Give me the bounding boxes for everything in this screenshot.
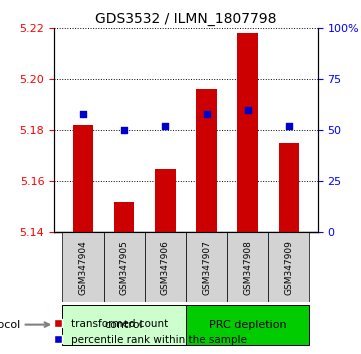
Point [162,123,168,129]
FancyBboxPatch shape [186,232,227,302]
Point [121,127,127,133]
Legend: transformed count, percentile rank within the sample: transformed count, percentile rank withi… [48,315,252,349]
Bar [279,143,299,232]
Text: GSM347906: GSM347906 [161,240,170,295]
Text: GSM347908: GSM347908 [243,240,252,295]
FancyBboxPatch shape [186,304,309,345]
FancyBboxPatch shape [104,232,145,302]
Point [204,111,209,117]
FancyBboxPatch shape [227,232,268,302]
Bar [73,125,93,232]
FancyBboxPatch shape [62,304,186,345]
Bar [196,90,217,232]
Bar [238,33,258,232]
Bar [155,169,175,232]
Text: control: control [105,320,143,330]
Point [80,111,86,117]
Text: GSM347909: GSM347909 [284,240,293,295]
Point [286,123,292,129]
FancyBboxPatch shape [145,232,186,302]
Point [245,107,251,113]
FancyBboxPatch shape [62,232,104,302]
Text: GSM347907: GSM347907 [202,240,211,295]
Text: PRC depletion: PRC depletion [209,320,287,330]
Bar [114,202,134,232]
Text: GSM347904: GSM347904 [78,240,87,295]
Title: GDS3532 / ILMN_1807798: GDS3532 / ILMN_1807798 [95,12,277,26]
FancyBboxPatch shape [268,232,309,302]
Text: protocol: protocol [0,320,49,330]
Text: GSM347905: GSM347905 [119,240,129,295]
